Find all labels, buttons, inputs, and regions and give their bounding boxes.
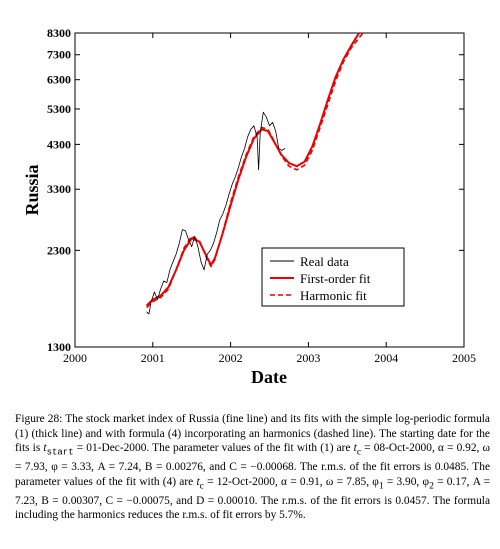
y-tick-label: 4300 — [47, 137, 71, 151]
legend-label-real: Real data — [300, 254, 349, 269]
y-tick-label: 7300 — [47, 48, 71, 62]
figure-caption: Figure 28: The stock market index of Rus… — [15, 412, 490, 523]
caption-part-5: = 3.90, φ — [383, 475, 430, 488]
plot-frame — [74, 32, 465, 348]
y-axis-ticks: 1300 2300 3300 4300 5300 6300 7300 8300 — [47, 26, 464, 354]
caption-part-6: = 0.17, A = 7.23, B = 0.00307, C = −0.00… — [15, 475, 490, 522]
tc-symbol-2: t — [196, 475, 200, 488]
phi2-subscript: 2 — [429, 480, 434, 491]
x-tick-label: 2003 — [296, 351, 320, 365]
legend-label-harmonic: Harmonic fit — [300, 288, 367, 303]
x-axis-title: Date — [251, 367, 287, 387]
x-tick-label: 2004 — [374, 351, 398, 365]
phi1-subscript: 1 — [378, 480, 384, 491]
tc-symbol-1: t — [353, 442, 357, 455]
legend-label-first-order: First-order fit — [300, 271, 371, 286]
y-tick-label: 6300 — [47, 73, 71, 87]
tstart-symbol: t — [43, 442, 47, 455]
series-line-thin-black — [146, 111, 286, 315]
x-tick-label: 2001 — [141, 351, 165, 365]
tc-subscript-2: c — [199, 480, 204, 491]
x-tick-label: 2002 — [219, 351, 243, 365]
y-tick-label: 2300 — [47, 243, 71, 257]
y-tick-label: 1300 — [47, 340, 71, 354]
y-tick-label: 3300 — [47, 182, 71, 196]
y-tick-label: 5300 — [47, 102, 71, 116]
x-axis-ticks: 2000 2001 2002 2003 2004 2005 — [63, 33, 476, 365]
y-tick-label: 8300 — [47, 26, 71, 40]
caption-part-2: = 01-Dec-2000. The parameter values of t… — [73, 442, 354, 455]
caption-part-3: = 08-Oct-2000, α = 0.92, ω = 7.93, φ = 3… — [15, 442, 490, 488]
x-tick-label: 2005 — [452, 351, 476, 365]
caption-part-4: = 12-Oct-2000, α = 0.91, ω = 7.85, φ — [203, 475, 379, 488]
series-group — [145, 32, 364, 315]
x-tick-label: 2000 — [63, 351, 87, 365]
tc-subscript-1: c — [356, 447, 362, 458]
caption-part-1: Figure 28: The stock market index of Rus… — [15, 413, 490, 455]
series-line-dashed-red — [146, 32, 364, 309]
legend: Real data First-order fit Harmonic fit — [261, 247, 405, 307]
y-axis-title: Russia — [22, 164, 42, 215]
tstart-subscript: start — [46, 447, 74, 458]
